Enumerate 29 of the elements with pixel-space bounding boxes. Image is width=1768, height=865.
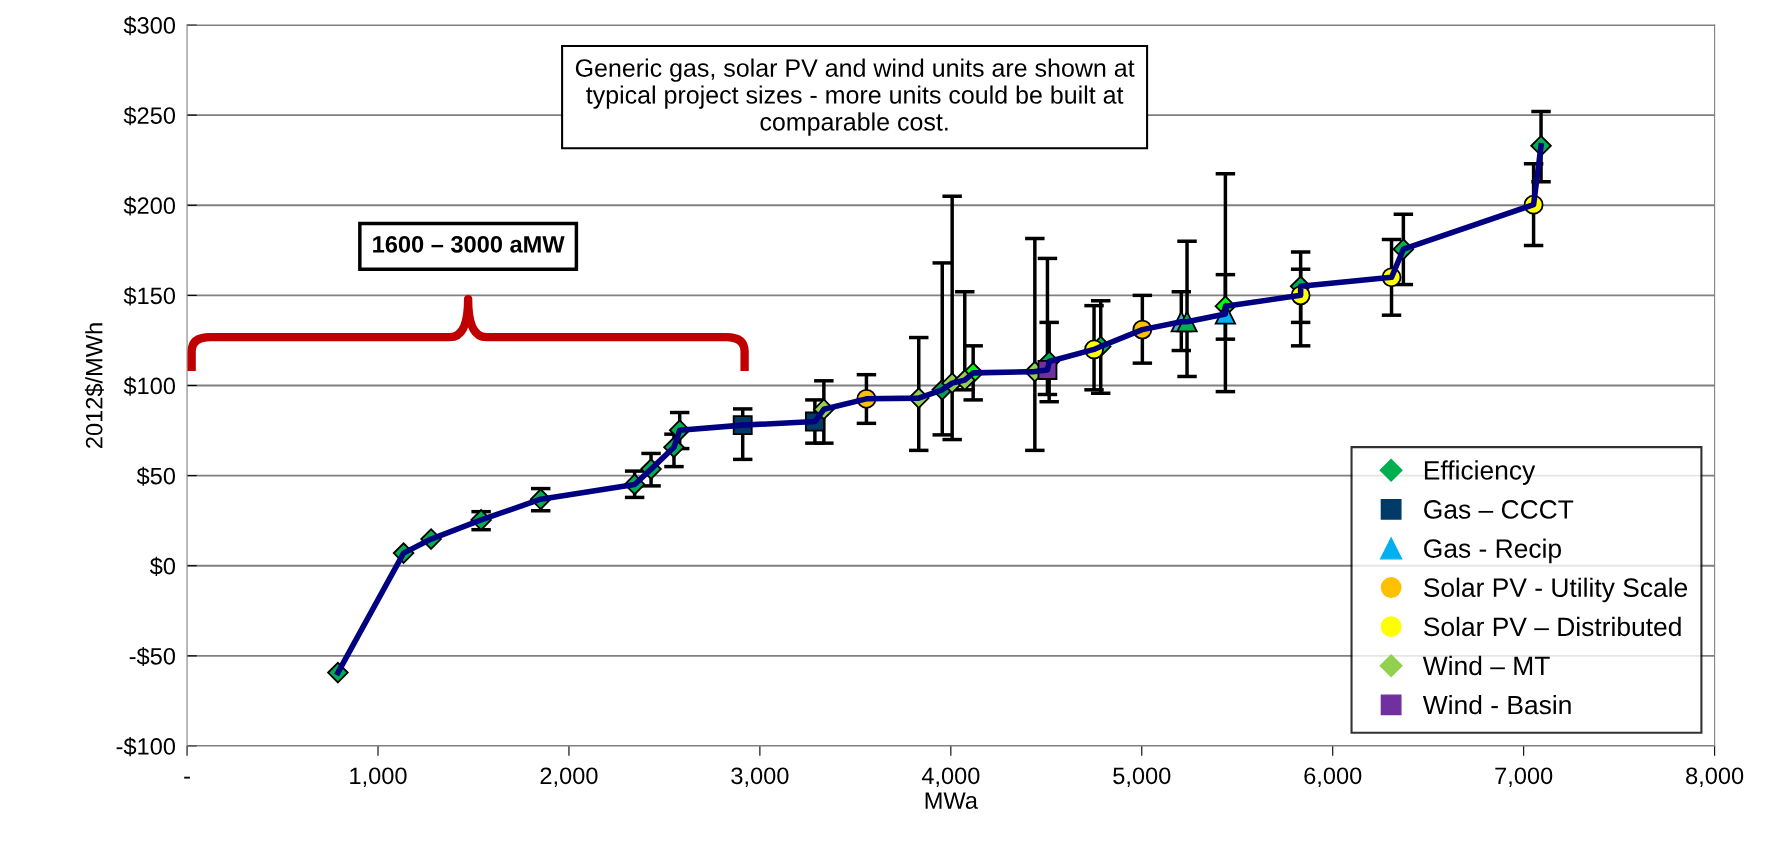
annotation: 1600 – 3000 aMW bbox=[373, 235, 565, 253]
y-tick-label: $250 bbox=[123, 106, 176, 126]
y-tick-label: -$100 bbox=[116, 737, 176, 757]
x-tick-label: - bbox=[184, 776, 190, 779]
x-tick-label: 4,000 bbox=[921, 767, 980, 787]
y-tick-label: -$50 bbox=[129, 646, 176, 667]
y-tick-label: $0 bbox=[149, 556, 176, 576]
annotation: Generic gas, solar PV and wind units are shown at typical project sizes - more units could be built at comparable cost. bbox=[575, 58, 1135, 136]
legend-label: Solar PV - Utility Scale bbox=[1423, 577, 1688, 603]
y-tick-label: $200 bbox=[123, 196, 176, 216]
y-tick-label: $150 bbox=[123, 286, 176, 306]
x-tick-label: 8,000 bbox=[1686, 767, 1744, 787]
legend-label: Wind - Basin bbox=[1422, 694, 1571, 715]
x-tick-label: 1,000 bbox=[350, 767, 407, 787]
x-tick-label: 3,000 bbox=[731, 767, 789, 787]
y-tick-label: $100 bbox=[123, 376, 176, 396]
x-tick-label: 5,000 bbox=[1113, 767, 1171, 787]
legend-label: Efficiency bbox=[1424, 460, 1536, 485]
legend-label: Solar PV – Distributed bbox=[1423, 616, 1681, 637]
x-tick-label: 6,000 bbox=[1304, 767, 1362, 787]
x-axis-title: MWa bbox=[925, 792, 978, 809]
legend-label: Gas - Recip bbox=[1424, 538, 1561, 564]
y-tick-label: $300 bbox=[123, 16, 176, 36]
x-tick-label: 7,000 bbox=[1495, 767, 1553, 787]
legend-label: Wind – MT bbox=[1422, 655, 1550, 676]
x-tick-label: 2,000 bbox=[540, 767, 598, 787]
y-axis-title: 2012$/MWh bbox=[84, 323, 104, 448]
legend-label: Gas – CCCT bbox=[1424, 500, 1574, 519]
y-tick-label: $50 bbox=[136, 466, 176, 486]
